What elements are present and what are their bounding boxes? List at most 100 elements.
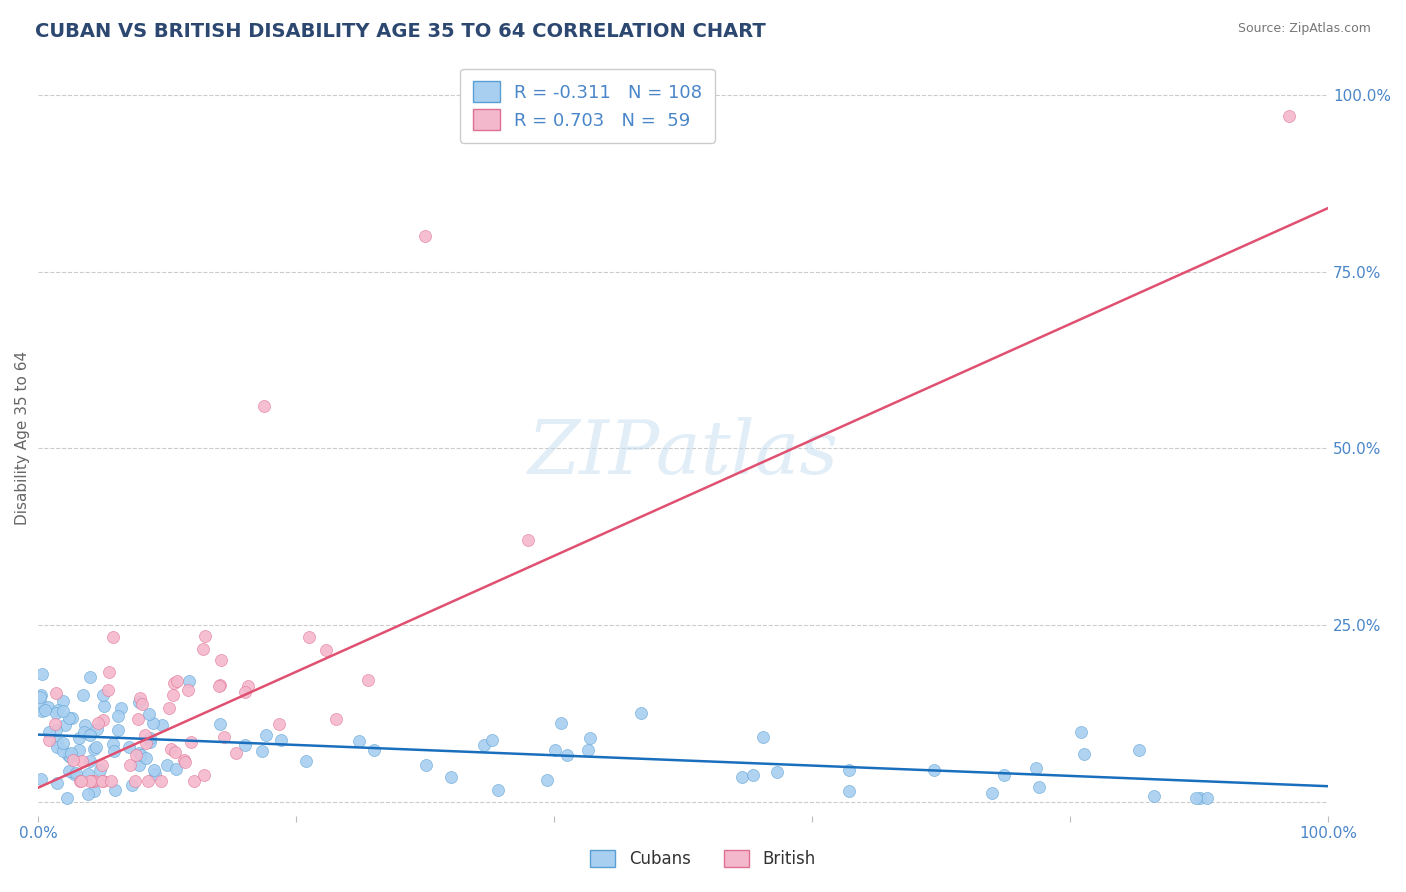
Point — [236, 679, 259, 693]
Point — [101, 630, 124, 644]
Point — [363, 743, 385, 757]
Point — [52, 743, 75, 757]
Point — [96, 683, 118, 698]
Point — [165, 745, 187, 759]
Point — [156, 757, 179, 772]
Point — [107, 708, 129, 723]
Point — [472, 738, 495, 752]
Point — [981, 786, 1004, 800]
Point — [70, 773, 93, 788]
Point — [52, 704, 75, 718]
Legend: Cubans, British: Cubans, British — [583, 843, 823, 875]
Point — [70, 754, 93, 768]
Point — [87, 716, 110, 731]
Point — [415, 757, 437, 772]
Point — [1143, 789, 1166, 803]
Point — [194, 629, 217, 643]
Point — [159, 741, 181, 756]
Point — [104, 783, 127, 797]
Point — [1278, 109, 1301, 123]
Point — [191, 642, 214, 657]
Point — [143, 767, 166, 781]
Point — [45, 706, 67, 721]
Point — [128, 695, 150, 709]
Point — [174, 756, 197, 770]
Point — [45, 723, 67, 737]
Point — [254, 728, 277, 742]
Point — [166, 674, 188, 689]
Point — [741, 767, 763, 781]
Point — [128, 746, 150, 760]
Point — [136, 773, 159, 788]
Point — [90, 773, 112, 788]
Point — [91, 688, 114, 702]
Point — [127, 712, 149, 726]
Point — [79, 754, 101, 768]
Point — [150, 717, 173, 731]
Point — [298, 630, 321, 644]
Point — [73, 717, 96, 731]
Point — [56, 791, 79, 805]
Point — [45, 735, 67, 749]
Point — [65, 766, 87, 780]
Point — [84, 740, 107, 755]
Point — [52, 694, 75, 708]
Point — [838, 763, 860, 777]
Point — [209, 653, 232, 667]
Legend: R = -0.311   N = 108, R = 0.703   N =  59: R = -0.311 N = 108, R = 0.703 N = 59 — [460, 69, 714, 143]
Point — [60, 747, 83, 761]
Point — [30, 688, 52, 702]
Point — [128, 757, 150, 772]
Point — [1070, 725, 1092, 739]
Point — [100, 773, 122, 788]
Y-axis label: Disability Age 35 to 64: Disability Age 35 to 64 — [15, 351, 30, 524]
Point — [993, 768, 1015, 782]
Point — [138, 731, 160, 745]
Point — [1025, 761, 1047, 775]
Point — [72, 688, 94, 702]
Point — [79, 773, 101, 788]
Point — [91, 773, 114, 788]
Point — [536, 772, 558, 787]
Point — [58, 747, 80, 762]
Point — [922, 763, 945, 777]
Point — [76, 787, 98, 801]
Point — [129, 691, 152, 706]
Point — [173, 753, 195, 767]
Point — [101, 737, 124, 751]
Point — [557, 748, 579, 763]
Point — [252, 744, 274, 758]
Point — [45, 739, 67, 754]
Point — [207, 679, 229, 693]
Point — [37, 699, 59, 714]
Point — [578, 743, 600, 757]
Point — [83, 742, 105, 756]
Point — [34, 702, 56, 716]
Point — [1073, 747, 1095, 762]
Point — [31, 704, 53, 718]
Point — [89, 764, 111, 778]
Point — [1128, 743, 1150, 757]
Point — [124, 773, 146, 788]
Point — [157, 701, 180, 715]
Point — [766, 764, 789, 779]
Point — [413, 229, 436, 244]
Point — [838, 784, 860, 798]
Point — [77, 767, 100, 781]
Point — [517, 533, 540, 548]
Point — [121, 778, 143, 792]
Point — [59, 750, 82, 764]
Point — [82, 773, 104, 788]
Point — [544, 743, 567, 757]
Point — [79, 670, 101, 684]
Point — [579, 731, 602, 745]
Point — [67, 731, 90, 745]
Point — [1184, 791, 1206, 805]
Point — [550, 715, 572, 730]
Point — [45, 685, 67, 699]
Text: CUBAN VS BRITISH DISABILITY AGE 35 TO 64 CORRELATION CHART: CUBAN VS BRITISH DISABILITY AGE 35 TO 64… — [35, 22, 766, 41]
Point — [149, 773, 172, 788]
Point — [131, 697, 153, 711]
Point — [38, 725, 60, 739]
Text: ZIPatlas: ZIPatlas — [527, 417, 839, 489]
